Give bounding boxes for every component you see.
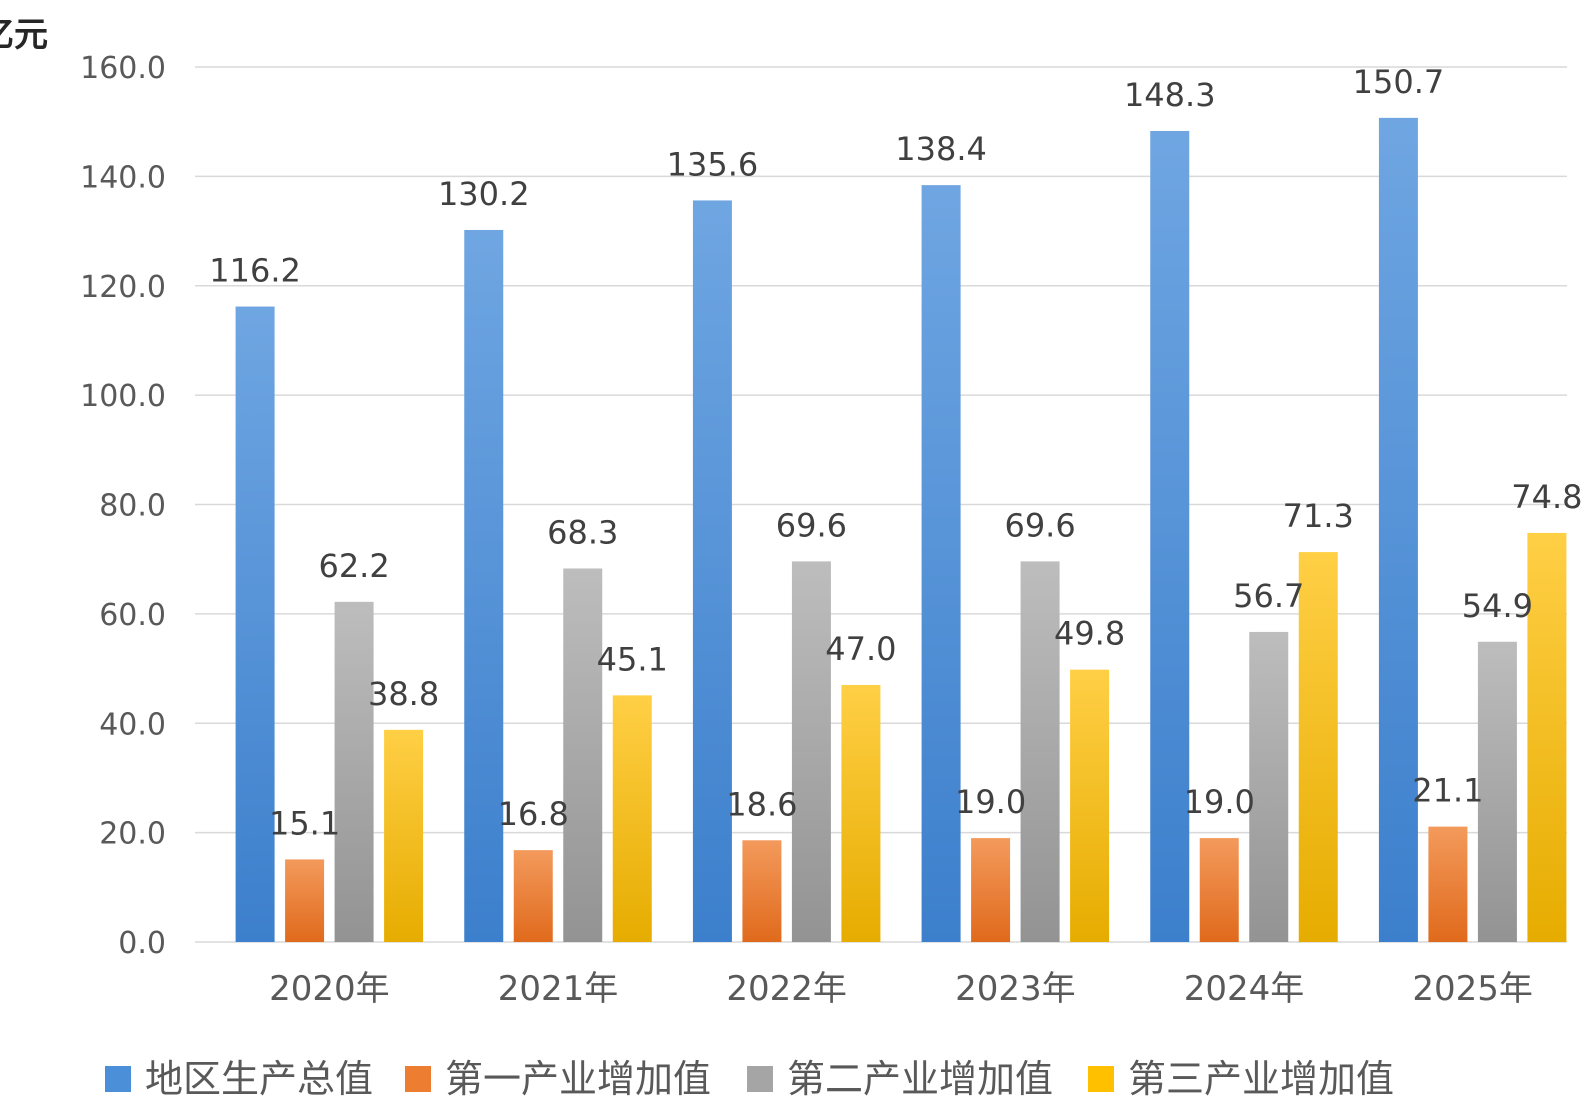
legend-label: 地区生产总值 [145, 1057, 373, 1101]
data-label: 19.0 [1184, 783, 1255, 821]
bar-2023年-地区生产总值 [921, 185, 961, 942]
data-label: 150.7 [1353, 63, 1445, 101]
data-label: 21.1 [1412, 772, 1483, 810]
unit-label: 亿元 [0, 15, 48, 55]
x-axis: 2020年 2021年 2022年 2023年 2024年 2025年 [269, 969, 1533, 1009]
data-label: 116.2 [209, 252, 301, 290]
data-label: 54.9 [1462, 587, 1533, 625]
data-label: 68.3 [547, 513, 618, 551]
y-tick-label: 160.0 [80, 51, 166, 86]
x-tick-label: 2024年 [1184, 969, 1305, 1009]
data-label: 15.1 [269, 804, 340, 842]
x-tick-label: 2020年 [269, 969, 390, 1009]
bar-2025年-第二产业增加值 [1477, 641, 1517, 942]
data-label: 56.7 [1233, 577, 1304, 615]
data-label: 49.8 [1054, 615, 1125, 653]
gridlines [195, 66, 1567, 943]
bar-2021年-第二产业增加值 [563, 568, 603, 942]
bar-2021年-地区生产总值 [464, 229, 504, 942]
data-label: 62.2 [318, 547, 389, 585]
bar-2024年-第一产业增加值 [1199, 838, 1239, 942]
bar-2025年-第三产业增加值 [1527, 532, 1567, 942]
data-label: 71.3 [1283, 497, 1354, 535]
bars [235, 117, 1567, 942]
legend-label: 第一产业增加值 [445, 1057, 711, 1101]
data-label: 16.8 [498, 795, 569, 833]
x-tick-label: 2023年 [955, 969, 1076, 1009]
bar-2020年-第二产业增加值 [334, 601, 374, 942]
data-label: 69.6 [776, 506, 847, 544]
bar-2021年-第一产业增加值 [513, 850, 553, 942]
y-tick-label: 80.0 [99, 489, 166, 524]
legend-label: 第三产业增加值 [1128, 1057, 1394, 1101]
legend-swatch [1088, 1066, 1114, 1092]
legend-swatch [405, 1066, 431, 1092]
data-label: 69.6 [1004, 506, 1075, 544]
legend-item: 地区生产总值 [105, 1057, 373, 1101]
bar-2023年-第一产业增加值 [971, 838, 1011, 942]
bar-2024年-第二产业增加值 [1249, 631, 1289, 942]
x-tick-label: 2021年 [498, 969, 619, 1009]
y-tick-label: 120.0 [80, 270, 166, 305]
y-tick-label: 20.0 [99, 817, 166, 852]
legend-item: 第一产业增加值 [405, 1057, 711, 1101]
x-tick-label: 2022年 [726, 969, 847, 1009]
y-tick-label: 40.0 [99, 707, 166, 742]
data-label: 45.1 [597, 640, 668, 678]
bar-2025年-地区生产总值 [1378, 117, 1418, 942]
bar-2021年-第三产业增加值 [612, 695, 652, 942]
bar-2020年-第一产业增加值 [285, 859, 325, 942]
data-label: 19.0 [955, 783, 1026, 821]
data-label: 135.6 [667, 145, 759, 183]
data-label: 138.4 [895, 130, 987, 168]
bar-2024年-第三产业增加值 [1298, 552, 1338, 942]
bar-2023年-第三产业增加值 [1070, 669, 1110, 942]
data-label: 47.0 [825, 630, 896, 668]
bar-2025年-第一产业增加值 [1428, 826, 1468, 942]
y-tick-label: 60.0 [99, 598, 166, 633]
legend-swatch [105, 1066, 131, 1092]
data-label: 18.6 [726, 785, 797, 823]
y-axis: 0.0 20.0 40.0 60.0 80.0 100.0 120.0 140.0 160.0 [80, 51, 166, 961]
data-label: 148.3 [1124, 76, 1216, 114]
data-label: 74.8 [1511, 478, 1582, 516]
x-tick-label: 2025年 [1412, 969, 1533, 1009]
bar-2024年-地区生产总值 [1150, 130, 1190, 942]
legend-item: 第三产业增加值 [1088, 1057, 1394, 1101]
y-tick-label: 0.0 [118, 926, 166, 961]
legend-swatch [747, 1066, 773, 1092]
bar-2023年-第二产业增加值 [1020, 561, 1060, 942]
bar-2020年-第三产业增加值 [384, 729, 424, 942]
data-label: 130.2 [438, 175, 530, 213]
bar-2022年-第二产业增加值 [791, 561, 831, 942]
bar-2022年-地区生产总值 [692, 200, 732, 942]
legend: 地区生产总值 第一产业增加值 第二产业增加值 第三产业增加值 [105, 1057, 1394, 1101]
bar-2022年-第一产业增加值 [742, 840, 782, 942]
legend-item: 第二产业增加值 [747, 1057, 1053, 1101]
data-label: 38.8 [368, 675, 439, 713]
legend-label: 第二产业增加值 [787, 1057, 1053, 1101]
bar-2022年-第三产业增加值 [841, 684, 881, 942]
data-labels: 116.2 15.1 62.2 38.8 130.2 16.8 68.3 45.1 135.6 1… [209, 63, 1582, 843]
bar-2020年-地区生产总值 [235, 306, 275, 942]
y-tick-label: 140.0 [80, 160, 166, 195]
y-tick-label: 100.0 [80, 379, 166, 414]
